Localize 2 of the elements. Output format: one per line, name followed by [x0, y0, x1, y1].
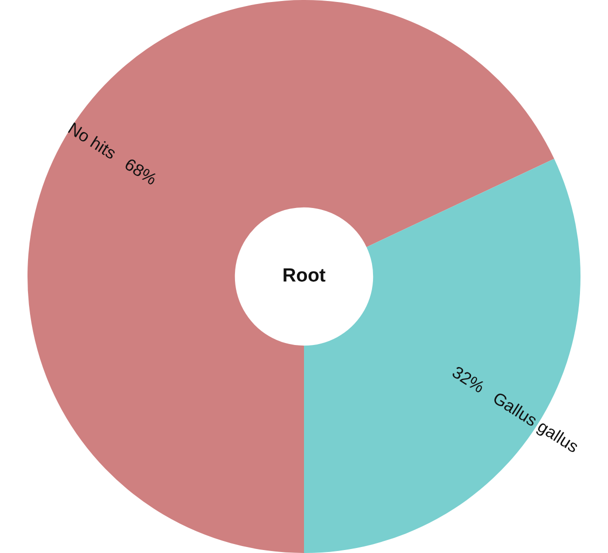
text: Root: [282, 266, 326, 287]
slice-label: No hits 68%: [64, 118, 160, 190]
